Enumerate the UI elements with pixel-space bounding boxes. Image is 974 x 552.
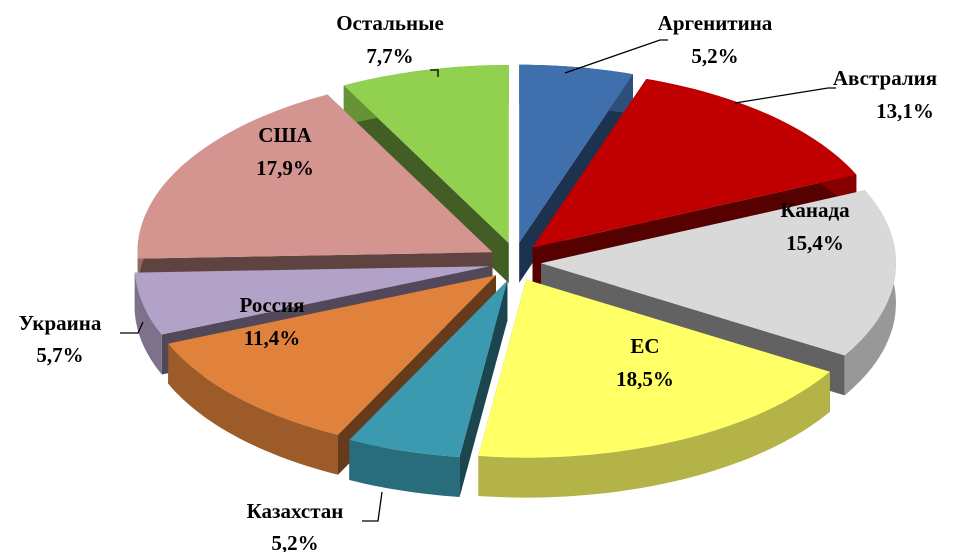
category-label: Россия	[240, 293, 305, 317]
category-label: ЕС	[630, 334, 659, 358]
value-label: 7,7%	[366, 44, 413, 68]
slice-side	[459, 280, 508, 497]
slice	[541, 190, 896, 356]
category-label: Остальные	[336, 11, 444, 35]
category-label: Украина	[19, 311, 102, 335]
category-label: Аргенитина	[658, 11, 773, 35]
leader-line	[362, 491, 383, 522]
slice	[137, 94, 493, 259]
slice-side	[168, 343, 338, 475]
value-label: 15,4%	[786, 231, 844, 255]
leader-line	[564, 39, 668, 74]
leader-line	[430, 69, 439, 77]
labels: Аргенитина 5,2% Австралия 13,1% Канада 15,4% Е…	[19, 11, 937, 552]
leader-line	[734, 87, 836, 104]
slice-tops	[134, 64, 896, 458]
slice	[134, 266, 490, 335]
slice	[532, 79, 857, 248]
value-label: 5,7%	[36, 343, 83, 367]
category-label: Австралия	[833, 66, 937, 90]
value-label: 18,5%	[616, 367, 674, 391]
slice-side	[478, 371, 830, 498]
slice	[519, 64, 633, 243]
category-label: США	[258, 123, 312, 147]
category-label: Канада	[780, 198, 850, 222]
value-label: 5,2%	[271, 531, 318, 552]
slice	[343, 65, 509, 244]
value-label: 5,2%	[691, 44, 738, 68]
slice	[349, 280, 508, 457]
category-label: Казахстан	[247, 499, 344, 523]
slice	[168, 275, 496, 435]
value-label: 17,9%	[256, 156, 314, 180]
value-label: 11,4%	[244, 326, 301, 350]
leader-lines	[120, 39, 836, 522]
slice	[478, 279, 830, 458]
leader-line	[120, 321, 144, 334]
slice-side	[349, 440, 460, 497]
slice-side	[134, 272, 162, 375]
value-label: 13,1%	[876, 99, 934, 123]
